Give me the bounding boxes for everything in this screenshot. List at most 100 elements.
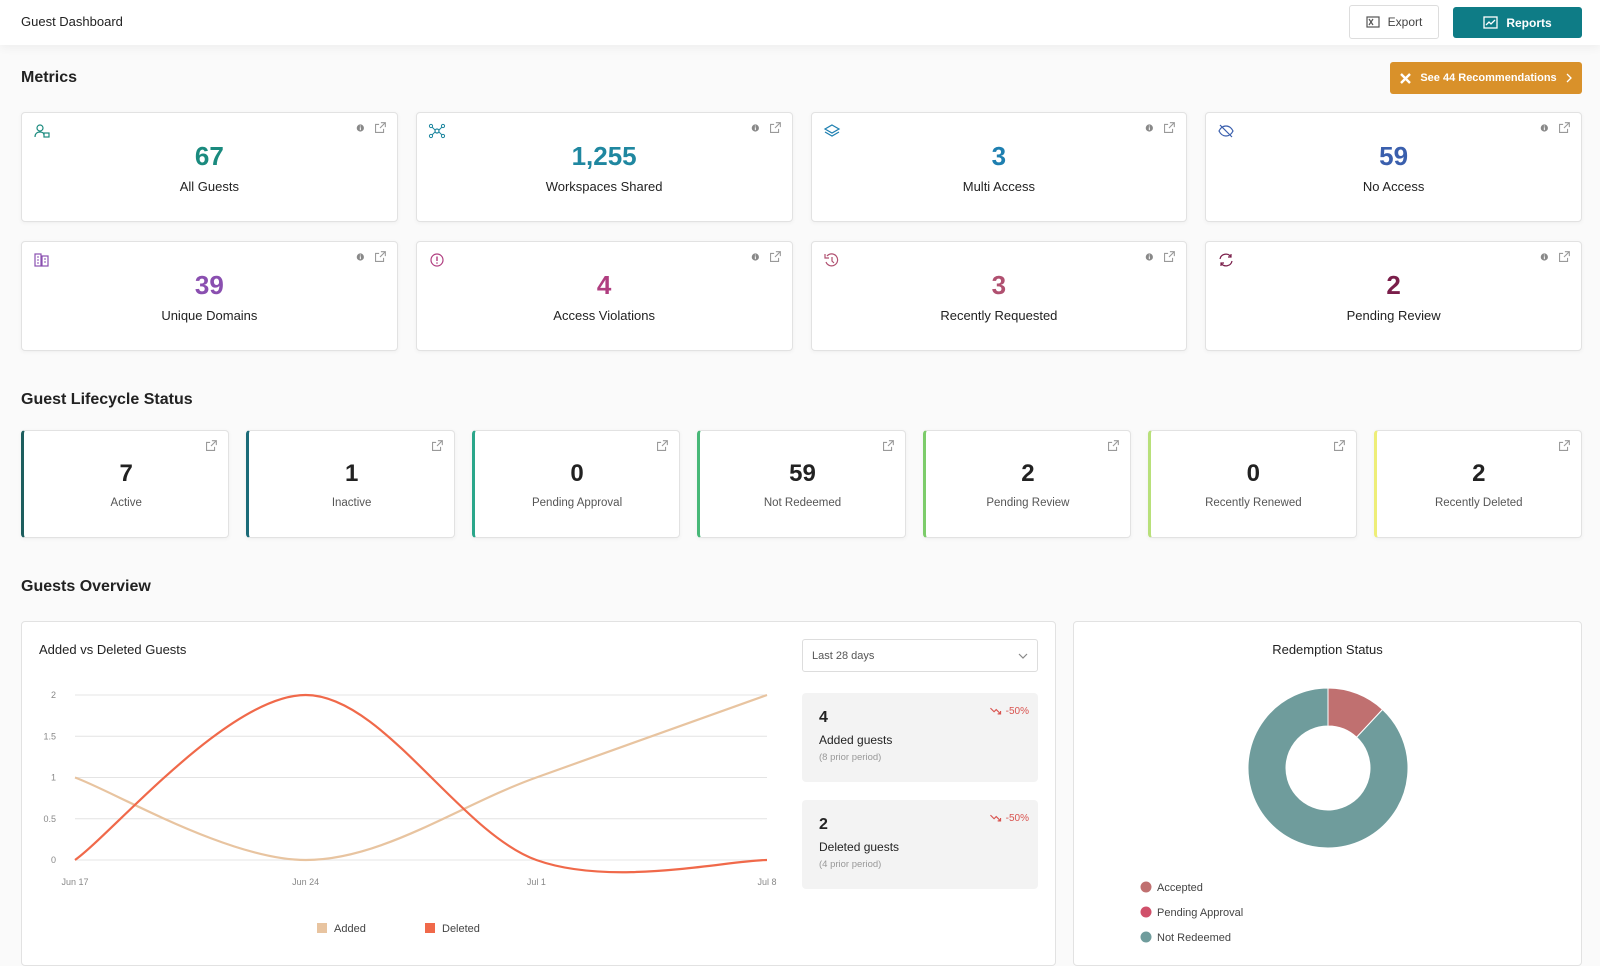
info-icon[interactable] [1540,120,1553,136]
card-actions [1105,438,1121,454]
metric-icon-part [428,133,433,139]
external-link-part [431,440,443,451]
external-link[interactable] [880,438,896,454]
info-icon[interactable] [1540,249,1553,265]
stat-change: -50% [989,703,1029,719]
lifecycle-card[interactable]: 2 Pending Review [922,430,1132,538]
trend-down-icon-part [989,814,1001,822]
lifecycle-value: 2 [1021,460,1035,487]
recommendations-button[interactable]: See 44 Recommendations [1390,62,1582,94]
external-link[interactable] [1331,438,1347,454]
legend-dot [1140,931,1152,943]
metric-card[interactable]: 67 All Guests [21,112,398,222]
metric-value: 1,255 [571,141,637,171]
pie-slice [1247,687,1409,849]
metric-card[interactable]: 4 Access Violations [415,241,793,351]
lifecycle-card[interactable]: 2 Recently Deleted [1373,430,1582,538]
card-actions [1540,120,1572,136]
metric-icon-part [1220,254,1232,266]
metric-label: Workspaces Shared [545,179,663,194]
external-link[interactable] [429,438,445,454]
info-icon[interactable] [751,249,764,265]
metric-card[interactable]: 1,255 Workspaces Shared [415,112,793,222]
metric-icon [1219,253,1233,267]
tools-icon [1400,72,1412,84]
info-icon-part [1149,256,1151,260]
metric-card[interactable]: 39 Unique Domains [21,241,398,351]
lifecycle-value: 2 [1472,460,1486,487]
metric-icon [823,124,840,137]
metric-icon [430,253,444,267]
external-link[interactable] [654,438,670,454]
external-link[interactable] [1161,249,1177,265]
metric-card[interactable]: 2 Pending Review [1205,241,1582,351]
info-icon[interactable] [1145,120,1158,136]
info-icon[interactable] [356,120,369,136]
card-actions [880,438,896,454]
external-link-part [1164,251,1176,262]
external-link[interactable] [1556,438,1572,454]
export-button[interactable]: Export [1349,5,1439,39]
lifecycle-card[interactable]: 0 Pending Approval [471,430,681,538]
metric-card[interactable]: 3 Multi Access [810,112,1188,222]
metric-card[interactable]: 3 Recently Requested [810,241,1188,351]
external-link[interactable] [203,438,219,454]
metric-label: Access Violations [553,308,655,323]
external-link[interactable] [372,249,388,265]
metric-icon [822,123,842,144]
metric-icon-part [823,124,840,137]
info-icon[interactable] [356,249,369,265]
card-actions [1145,249,1177,265]
metric-icon [427,252,447,273]
lifecycle-value: 0 [1246,460,1261,487]
lifecycle-value: 59 [789,460,816,487]
metric-icon [823,253,838,267]
pie-panel: Redemption Status Accepted Pending Approv… [1073,621,1582,966]
metric-label: All Guests [179,179,239,194]
metric-icon-part [434,128,440,134]
external-link[interactable] [1161,120,1177,136]
info-icon[interactable] [1145,249,1158,265]
metric-icon-part [440,133,445,139]
metric-icon [34,124,50,138]
legend-label: Accepted [1157,882,1203,894]
card-actions [356,249,388,265]
section-title: Metrics [21,69,78,86]
external-link[interactable] [767,249,783,265]
metric-icon-part [830,257,834,264]
external-link[interactable] [767,120,783,136]
lifecycle-value: 0 [570,460,584,487]
info-icon-part [754,127,756,131]
external-link-part [769,251,781,262]
stat-change-value: -50% [1005,812,1029,824]
metric-icon-part [823,254,829,259]
lifecycle-label: Recently Deleted [1434,497,1523,509]
lifecycle-card[interactable]: 1 Inactive [246,430,455,538]
x-tick-label: Jun 24 [292,877,319,887]
card-actions [429,438,445,454]
metric-icon [427,123,447,144]
legend-dot [1140,881,1152,893]
metric-icon [1216,123,1236,144]
external-link-part [882,440,894,451]
lifecycle-grid: 7 Active 1 Inactive 0 Pending Approval 59 Not R… [21,430,1582,538]
chart-title: Added vs Deleted Guests [39,642,187,657]
lifecycle-card[interactable]: 0 Recently Renewed [1148,430,1357,538]
reports-button[interactable]: Reports [1453,7,1582,38]
info-icon-part [1543,256,1545,260]
external-link[interactable] [1556,249,1572,265]
lifecycle-card[interactable]: 7 Active [21,430,230,538]
external-link[interactable] [1105,438,1121,454]
lifecycle-label: Pending Approval [531,497,623,509]
period-dropdown[interactable]: Last 28 days [802,639,1038,672]
metric-value: 3 [991,270,1007,300]
info-icon-part [359,254,361,256]
lifecycle-card[interactable]: 59 Not Redeemed [697,430,906,538]
external-link[interactable] [1556,120,1572,136]
metric-card[interactable]: 59 No Access [1205,112,1582,222]
external-link[interactable] [372,120,388,136]
metric-icon-part [34,131,45,138]
trend-down-icon-part [989,707,1001,715]
info-icon[interactable] [751,120,764,136]
lifecycle-label: Not Redeemed [763,497,842,509]
